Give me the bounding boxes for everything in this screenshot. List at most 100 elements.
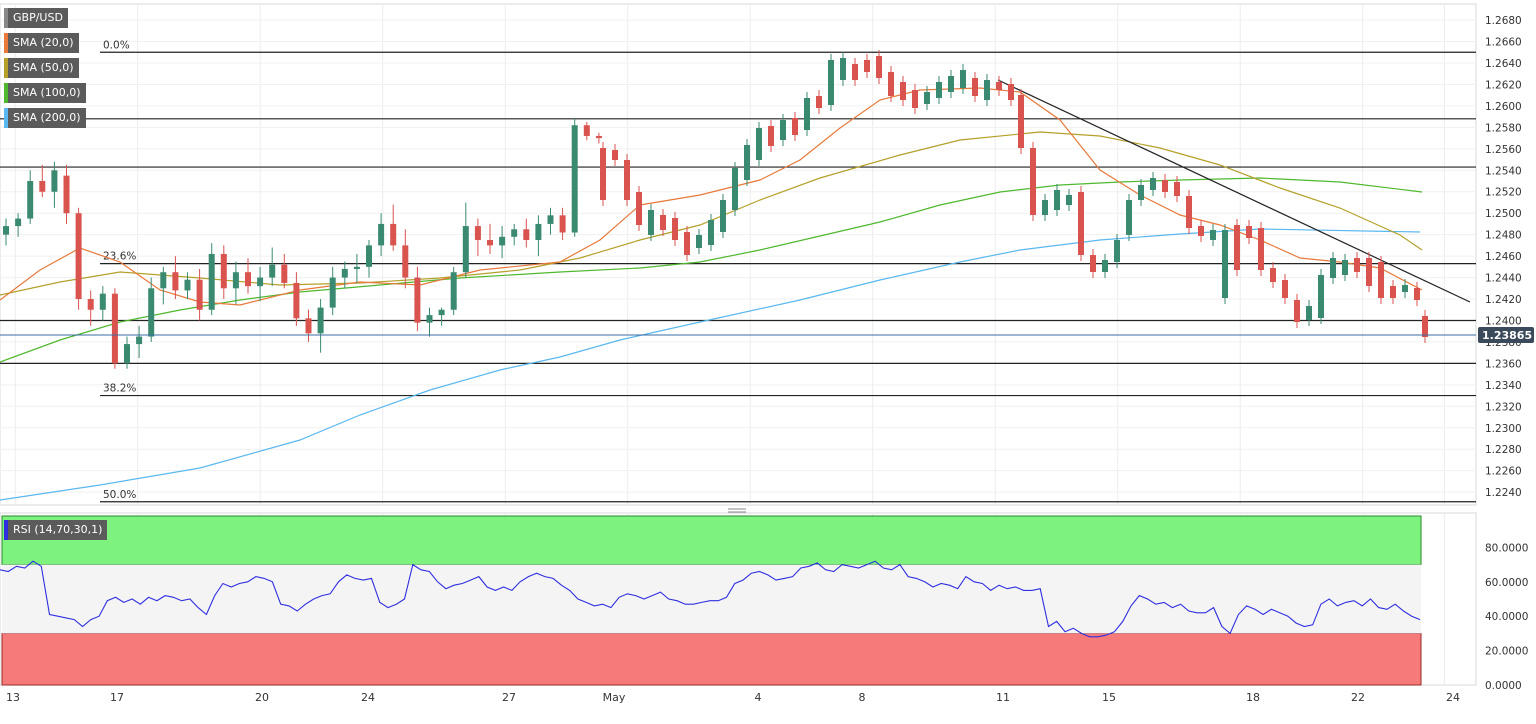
y-tick-label: 1.2580 [1485, 122, 1522, 134]
sma-20-swatch [4, 33, 8, 53]
candle-body [948, 76, 954, 92]
y-tick-label: 1.2540 [1485, 165, 1522, 177]
legend-sma-200[interactable]: SMA (200,0) [4, 108, 86, 128]
candle-body [732, 168, 738, 210]
legend-sma-100[interactable]: SMA (100,0) [4, 83, 86, 103]
candle-body [583, 125, 590, 136]
candle-body [39, 181, 46, 192]
candle-body [924, 92, 930, 104]
candle-body [1150, 178, 1156, 190]
rsi-line [0, 560, 1421, 638]
candle-body [87, 299, 94, 310]
candle-body [804, 98, 810, 130]
candle-body [462, 226, 469, 273]
candle-body [329, 277, 336, 308]
candle-body [876, 56, 882, 78]
rsi-legend[interactable]: RSI (14,70,30,1) [4, 520, 108, 540]
candle-body [792, 118, 798, 135]
candle-body [1078, 192, 1084, 255]
sma-20-label: SMA (20,0) [8, 33, 79, 53]
rsi-neutral-zone [2, 564, 1421, 634]
candle-body [99, 293, 106, 310]
candle-body [184, 279, 191, 291]
rsi-tick-label: 80.0000 [1485, 542, 1528, 554]
candle-body [624, 160, 630, 200]
y-tick-label: 1.2660 [1485, 37, 1522, 49]
y-tick-label: 1.2240 [1485, 487, 1522, 499]
sma-20-line [0, 87, 1423, 306]
candle-body [305, 318, 312, 334]
candle-body [636, 192, 642, 225]
candle-body [402, 245, 409, 278]
sma-50-label: SMA (50,0) [8, 58, 79, 78]
candle-body [984, 80, 990, 100]
sma-50-swatch [4, 58, 8, 78]
sma-200-label: SMA (200,0) [8, 108, 86, 128]
candle-body [281, 264, 288, 283]
candle-body [51, 170, 58, 192]
candle-body [828, 60, 834, 105]
candle-body [864, 60, 870, 72]
candle-body [160, 272, 167, 289]
y-tick-label: 1.2320 [1485, 401, 1522, 413]
trendline [997, 79, 1471, 303]
candle-body [499, 236, 506, 246]
rsi-tick-label: 60.0000 [1485, 577, 1528, 589]
y-tick-label: 1.2560 [1485, 144, 1522, 156]
candle-body [1318, 275, 1324, 318]
y-tick-label: 1.2400 [1485, 315, 1522, 327]
x-tick-label: 20 [255, 691, 269, 704]
candle-body [768, 126, 774, 146]
candle-body [487, 240, 493, 246]
legend-sma-20[interactable]: SMA (20,0) [4, 33, 86, 53]
x-tick-label: 24 [361, 691, 375, 704]
y-tick-label: 1.2340 [1485, 380, 1522, 392]
y-tick-label: 1.2420 [1485, 294, 1522, 306]
y-tick-label: 1.2300 [1485, 423, 1522, 435]
candle-body [600, 148, 606, 200]
candle-body [1162, 180, 1168, 192]
y-tick-label: 1.2520 [1485, 187, 1522, 199]
candle-body [559, 215, 566, 233]
candle-body [1042, 200, 1048, 215]
legend-symbol[interactable]: GBP/USD [4, 8, 86, 28]
rsi-swatch [4, 520, 8, 540]
candle-body [75, 213, 82, 300]
candle-body [1306, 306, 1312, 320]
x-tick-label: 24 [1446, 691, 1460, 704]
candle-body [208, 253, 215, 310]
x-tick-label: 17 [110, 691, 124, 704]
candle-body [840, 58, 846, 80]
candle-body [1378, 262, 1384, 298]
rsi-tick-label: 20.0000 [1485, 646, 1528, 658]
candle-body [1246, 226, 1252, 238]
candle-body [414, 277, 421, 323]
y-tick-label: 1.2360 [1485, 358, 1522, 370]
candle-body [1258, 228, 1264, 270]
candle-body [1018, 95, 1024, 148]
candle-body [684, 232, 690, 255]
y-tick-label: 1.2280 [1485, 444, 1522, 456]
candle-body [511, 229, 518, 237]
fib-label: 50.0% [103, 489, 136, 501]
candle-body [341, 268, 348, 278]
candle-body [353, 266, 360, 269]
candle-body [245, 272, 251, 287]
candle-body [474, 226, 481, 241]
y-tick-label: 1.2500 [1485, 208, 1522, 220]
y-tick-label: 1.2680 [1485, 15, 1522, 27]
candle-body [1066, 195, 1072, 205]
candle-body [136, 336, 143, 345]
candle-body [1282, 280, 1288, 298]
candle-body [1102, 260, 1108, 272]
legend-sma-50[interactable]: SMA (50,0) [4, 58, 86, 78]
candle-body [1054, 190, 1060, 210]
candle-body [1174, 182, 1180, 196]
candle-body [1414, 288, 1420, 300]
candle-body [571, 125, 578, 233]
x-tick-label: 27 [502, 691, 516, 704]
candle-body [1198, 226, 1204, 236]
candle-body [660, 215, 666, 230]
candle-body [1114, 240, 1120, 262]
